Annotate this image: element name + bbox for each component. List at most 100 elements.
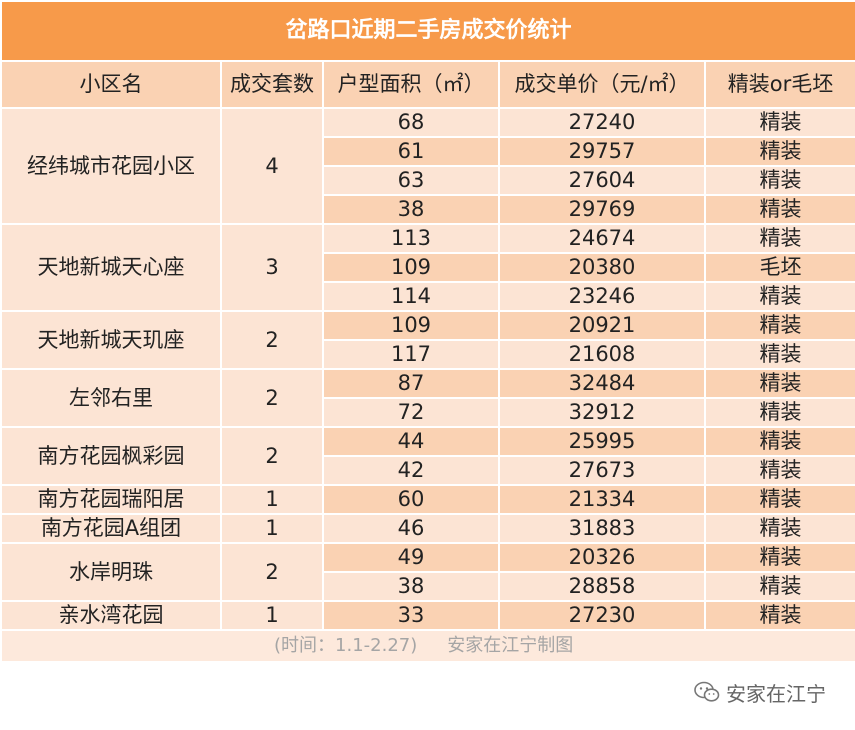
- table-body: 岔路口近期二手房成交价统计 小区名 成交套数 户型面积（㎡） 成交单价（元/㎡）…: [0, 0, 855, 663]
- unit-area: 109: [322, 252, 500, 283]
- price-table: 岔路口近期二手房成交价统计 小区名 成交套数 户型面积（㎡） 成交单价（元/㎡）…: [0, 0, 855, 663]
- unit-area: 68: [322, 107, 500, 138]
- table-row: 经纬城市花园小区 4 68 27240 精装: [0, 107, 855, 225]
- unit-price: 20921: [498, 310, 706, 341]
- community-name: 左邻右里: [0, 368, 222, 428]
- unit-area: 60: [322, 484, 500, 515]
- community-name: 天地新城天玑座: [0, 310, 222, 370]
- decoration-type: 精装: [703, 426, 855, 457]
- unit-area: 72: [322, 397, 500, 428]
- transaction-count: 2: [220, 542, 324, 602]
- table-row: 38 28858 精装: [1, 571, 855, 602]
- unit-price: 23246: [498, 281, 706, 312]
- unit-price: 20380: [498, 252, 706, 283]
- community-name: 南方花园枫彩园: [0, 426, 222, 486]
- decoration-type: 精装: [703, 484, 855, 515]
- table-row: 42 27673 精装: [1, 455, 855, 486]
- unit-area: 109: [322, 310, 500, 341]
- transaction-count: 1: [220, 513, 324, 544]
- header-decor: 精装or毛坯: [703, 60, 855, 109]
- unit-price: 20326: [498, 542, 706, 573]
- table-row: 72 32912 精装: [1, 397, 855, 428]
- table-row: 南方花园A组团 1 46 31883 精装: [0, 513, 855, 544]
- unit-price: 27230: [498, 600, 706, 631]
- unit-price: 24674: [498, 223, 706, 254]
- unit-price: 32912: [498, 397, 706, 428]
- unit-price: 29769: [498, 194, 706, 225]
- unit-area: 49: [322, 542, 500, 573]
- table-row: 水岸明珠 2 49 20326 精装: [0, 542, 855, 602]
- transaction-count: 3: [220, 223, 324, 312]
- unit-area: 87: [322, 368, 500, 399]
- table-title: 岔路口近期二手房成交价统计: [0, 0, 855, 62]
- header-name: 小区名: [0, 60, 222, 109]
- decoration-type: 毛坯: [703, 252, 855, 283]
- transaction-count: 1: [220, 484, 324, 515]
- table-row: 亲水湾花园 1 33 27230 精装: [0, 600, 855, 631]
- unit-area: 42: [322, 455, 500, 486]
- unit-area: 63: [322, 165, 500, 196]
- header-row: 小区名 成交套数 户型面积（㎡） 成交单价（元/㎡） 精装or毛坯: [0, 60, 855, 109]
- table-row: 63 27604 精装: [1, 165, 855, 196]
- footer-caption: (时间：1.1-2.27) 安家在江宁制图: [0, 629, 855, 663]
- decoration-type: 精装: [703, 310, 855, 341]
- unit-price: 32484: [498, 368, 706, 399]
- decoration-type: 精装: [703, 223, 855, 254]
- community-name: 南方花园瑞阳居: [0, 484, 222, 515]
- unit-price: 27240: [498, 107, 706, 138]
- header-area: 户型面积（㎡）: [322, 60, 500, 109]
- unit-price: 25995: [498, 426, 706, 457]
- transaction-count: 2: [220, 310, 324, 370]
- transaction-count: 2: [220, 368, 324, 428]
- transaction-count: 4: [220, 107, 324, 225]
- unit-price: 27673: [498, 455, 706, 486]
- unit-price: 28858: [498, 571, 706, 602]
- header-price: 成交单价（元/㎡）: [498, 60, 706, 109]
- unit-area: 38: [322, 571, 500, 602]
- table-row: 114 23246 精装: [1, 281, 855, 312]
- decoration-type: 精装: [703, 368, 855, 399]
- footer-time: (时间：1.1-2.27): [274, 635, 418, 656]
- decoration-type: 精装: [703, 397, 855, 428]
- footer-row: (时间：1.1-2.27) 安家在江宁制图: [0, 629, 855, 663]
- wechat-icon: [694, 681, 720, 702]
- unit-area: 113: [322, 223, 500, 254]
- decoration-type: 精装: [703, 600, 855, 631]
- unit-price: 31883: [498, 513, 706, 544]
- table-row: 南方花园枫彩园 2 44 25995 精装: [0, 426, 855, 486]
- unit-price: 21608: [498, 339, 706, 370]
- unit-area: 44: [322, 426, 500, 457]
- unit-price: 29757: [498, 136, 706, 167]
- table-row: 61 29757 精装: [1, 136, 855, 167]
- community-name: 亲水湾花园: [0, 600, 222, 631]
- unit-price: 27604: [498, 165, 706, 196]
- transaction-count: 1: [220, 600, 324, 631]
- decoration-type: 精装: [703, 455, 855, 486]
- table-row: 天地新城天玑座 2 109 20921 精装: [0, 310, 855, 370]
- table-row: 117 21608 精装: [1, 339, 855, 370]
- table-row: 南方花园瑞阳居 1 60 21334 精装: [0, 484, 855, 515]
- decoration-type: 精装: [703, 194, 855, 225]
- unit-area: 117: [322, 339, 500, 370]
- table-row: 38 29769 精装: [1, 194, 855, 225]
- footer-author: 安家在江宁制图: [447, 635, 574, 656]
- unit-area: 33: [322, 600, 500, 631]
- decoration-type: 精装: [703, 571, 855, 602]
- community-name: 天地新城天心座: [0, 223, 222, 312]
- table-row: 109 20380 毛坯: [1, 252, 855, 283]
- decoration-type: 精装: [703, 107, 855, 138]
- community-name: 水岸明珠: [0, 542, 222, 602]
- header-count: 成交套数: [220, 60, 324, 109]
- watermark-text: 安家在江宁: [726, 681, 826, 706]
- table-row: 天地新城天心座 3 113 24674 精装: [0, 223, 855, 312]
- decoration-type: 精装: [703, 513, 855, 544]
- unit-area: 114: [322, 281, 500, 312]
- decoration-type: 精装: [703, 136, 855, 167]
- community-name: 南方花园A组团: [0, 513, 222, 544]
- watermark: 安家在江宁: [694, 677, 826, 707]
- unit-area: 61: [322, 136, 500, 167]
- decoration-type: 精装: [703, 339, 855, 370]
- unit-area: 38: [322, 194, 500, 225]
- decoration-type: 精装: [703, 281, 855, 312]
